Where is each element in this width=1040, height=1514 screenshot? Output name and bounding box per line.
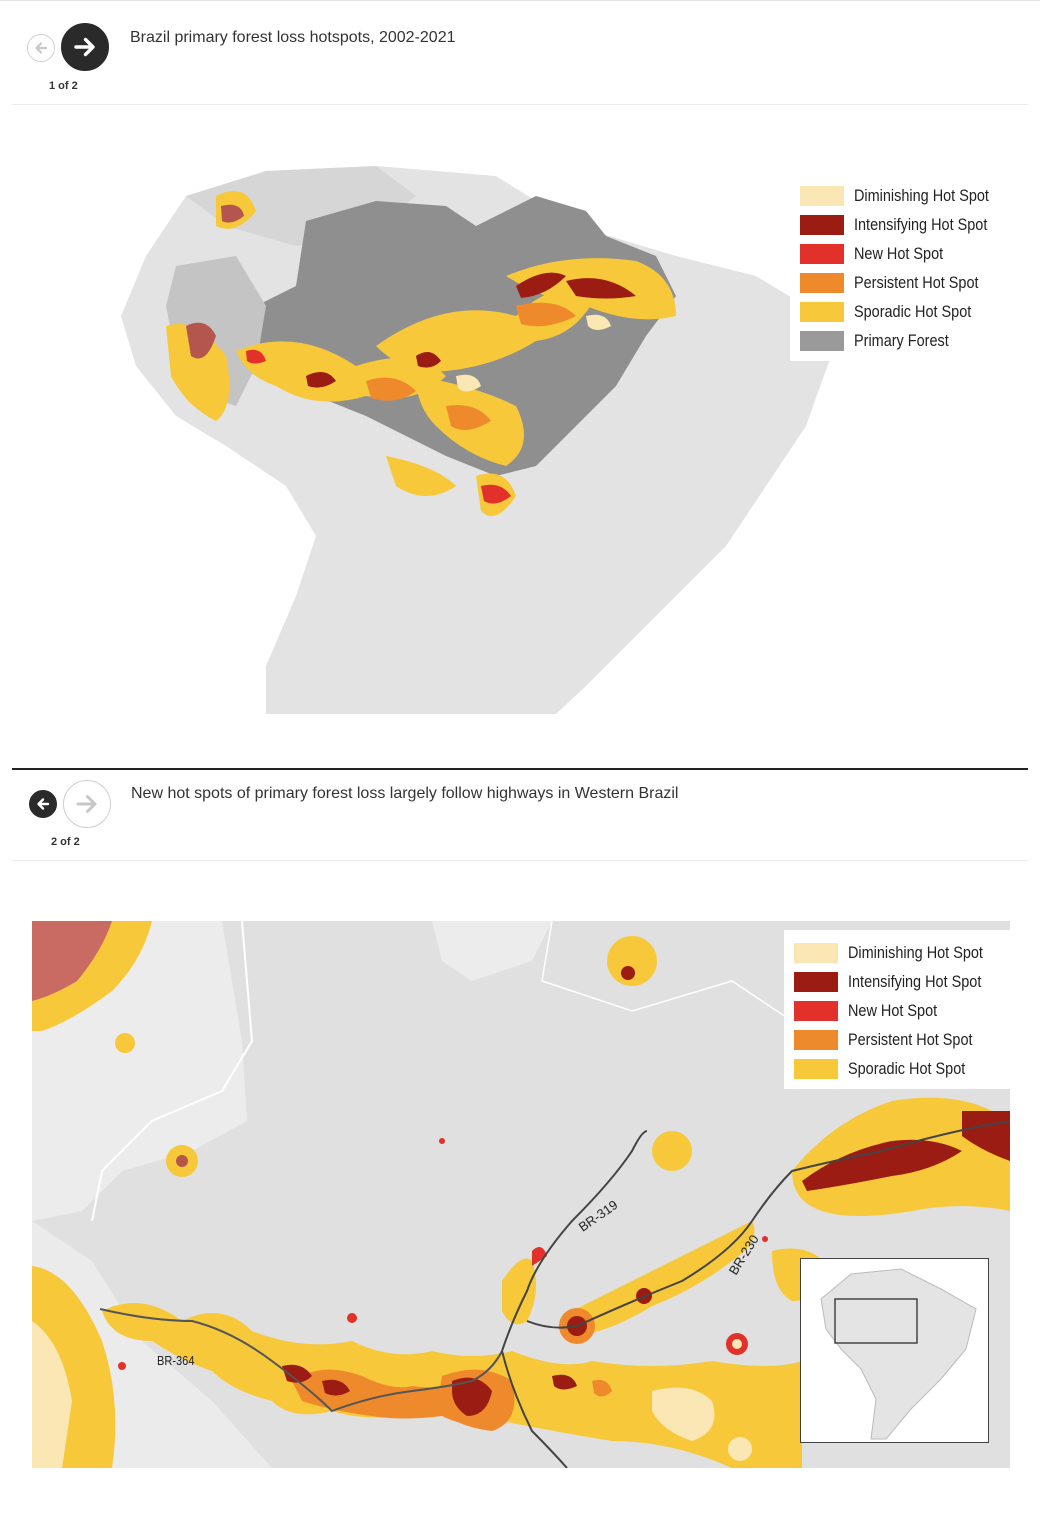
map-legend: Diminishing Hot Spot Intensifying Hot Sp… — [784, 930, 1017, 1089]
legend-swatch — [800, 272, 844, 293]
locator-inset-map — [800, 1258, 989, 1443]
arrow-right-icon — [74, 37, 95, 57]
legend-label: Intensifying Hot Spot — [848, 971, 982, 991]
legend-swatch — [800, 185, 844, 206]
slide-2: 2 of 2 New hot spots of primary forest l… — [12, 768, 1028, 1514]
legend-label: Persistent Hot Spot — [848, 1029, 973, 1049]
slide-title: New hot spots of primary forest loss lar… — [131, 785, 679, 802]
legend-item: Intensifying Hot Spot — [800, 210, 1013, 239]
next-button[interactable] — [61, 23, 109, 71]
extent-box — [834, 1298, 918, 1344]
legend-label: Diminishing Hot Spot — [848, 942, 983, 962]
slide-counter: 2 of 2 — [51, 836, 80, 848]
legend-item: Primary Forest — [800, 326, 1013, 355]
arrow-left-icon — [35, 42, 48, 54]
divider — [12, 104, 1028, 105]
legend-swatch — [794, 971, 838, 992]
legend-label: Primary Forest — [854, 330, 949, 350]
arrow-right-icon — [76, 795, 97, 813]
legend-swatch — [800, 243, 844, 264]
legend-label: Diminishing Hot Spot — [854, 185, 989, 205]
brazil-hotspot-map — [116, 166, 831, 714]
slide-counter: 1 of 2 — [49, 80, 78, 92]
highway-label-br-364: BR-364 — [157, 1353, 195, 1368]
legend-swatch — [794, 1058, 838, 1079]
arrow-left-icon — [37, 798, 50, 810]
prev-button[interactable] — [27, 34, 55, 62]
legend-item: Persistent Hot Spot — [800, 268, 1013, 297]
divider — [12, 860, 1028, 861]
legend-swatch — [794, 1000, 838, 1021]
legend-label: New Hot Spot — [854, 243, 944, 263]
legend-item: Diminishing Hot Spot — [800, 181, 1013, 210]
slide-title: Brazil primary forest loss hotspots, 200… — [130, 29, 456, 46]
legend-swatch — [794, 1029, 838, 1050]
legend-item: New Hot Spot — [800, 239, 1013, 268]
next-button[interactable] — [63, 780, 111, 828]
legend-label: Intensifying Hot Spot — [854, 214, 988, 234]
legend-label: Sporadic Hot Spot — [854, 301, 972, 321]
legend-item: Sporadic Hot Spot — [800, 297, 1013, 326]
legend-item: Sporadic Hot Spot — [794, 1054, 1007, 1083]
legend-swatch — [794, 942, 838, 963]
legend-item: Intensifying Hot Spot — [794, 967, 1007, 996]
map-legend: Diminishing Hot Spot Intensifying Hot Sp… — [790, 173, 1023, 361]
legend-item: New Hot Spot — [794, 996, 1007, 1025]
prev-button[interactable] — [29, 790, 57, 818]
legend-swatch — [800, 214, 844, 235]
legend-swatch — [800, 330, 844, 351]
legend-swatch — [800, 301, 844, 322]
legend-item: Persistent Hot Spot — [794, 1025, 1007, 1054]
legend-label: Persistent Hot Spot — [854, 272, 979, 292]
slide-1: 1 of 2 Brazil primary forest loss hotspo… — [0, 0, 1040, 740]
legend-label: Sporadic Hot Spot — [848, 1058, 966, 1078]
legend-item: Diminishing Hot Spot — [794, 938, 1007, 967]
legend-label: New Hot Spot — [848, 1000, 938, 1020]
